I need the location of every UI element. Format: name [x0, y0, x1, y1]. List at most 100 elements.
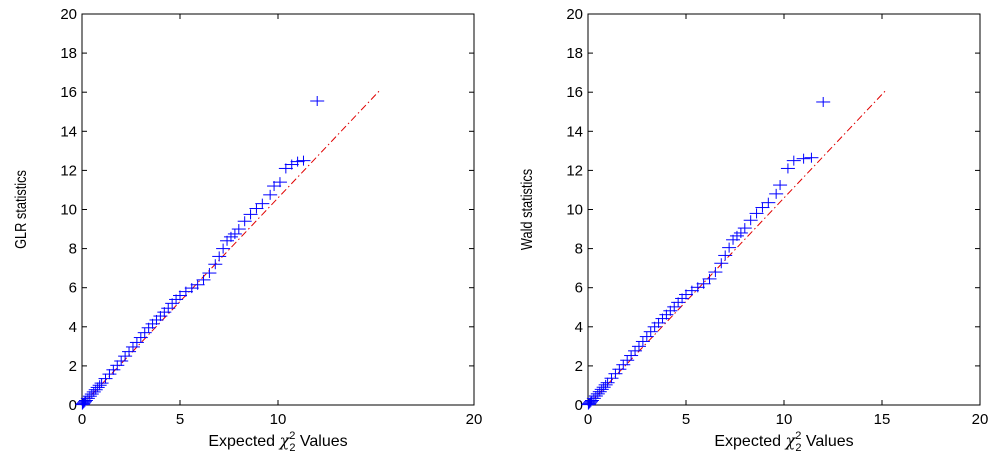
data-point — [596, 382, 611, 393]
data-point — [129, 337, 144, 348]
data-point — [592, 386, 607, 397]
data-point — [816, 96, 831, 107]
data-point — [635, 336, 650, 347]
x-tick-label: 0 — [584, 411, 592, 428]
data-point — [122, 346, 137, 357]
reference-line — [587, 89, 887, 406]
data-point — [278, 163, 293, 174]
y-tick-label: 2 — [69, 358, 77, 375]
data-point — [667, 301, 682, 312]
data-point — [584, 395, 599, 406]
x-tick-label: 5 — [176, 411, 184, 428]
data-point — [86, 386, 101, 397]
data-point — [612, 364, 627, 375]
data-point — [598, 379, 613, 390]
y-tick-label: 4 — [575, 319, 583, 336]
data-point — [249, 203, 264, 214]
data-point — [290, 156, 305, 167]
x-tick-label: 10 — [270, 411, 287, 428]
data-point — [761, 197, 776, 208]
y-tick-label: 14 — [566, 123, 583, 140]
x-tick-label: 20 — [972, 411, 989, 428]
data-point — [90, 382, 105, 393]
data-point — [755, 202, 770, 213]
data-point — [600, 377, 615, 388]
data-point — [582, 397, 597, 408]
data-point — [220, 235, 235, 246]
data-point — [272, 177, 287, 188]
data-point — [145, 318, 160, 329]
data-point — [84, 389, 99, 400]
data-point — [651, 317, 666, 328]
data-point — [679, 289, 693, 300]
x-tick-label: 10 — [776, 411, 793, 428]
x-axis-label-sup: 2 — [795, 430, 801, 442]
y-tick-label: 18 — [60, 45, 77, 62]
data-point — [631, 341, 646, 352]
y-tick-label: 16 — [60, 84, 77, 101]
data-point — [208, 259, 223, 270]
x-axis-label-main: Expected — [208, 433, 279, 450]
data-point — [581, 399, 596, 410]
data-point — [88, 384, 103, 395]
data-point — [310, 95, 325, 106]
data-point — [624, 350, 639, 361]
data-point — [102, 369, 117, 380]
data-point — [202, 268, 217, 279]
data-point — [743, 215, 758, 226]
data-point — [243, 209, 258, 220]
data-point — [726, 234, 741, 245]
data-point — [696, 278, 711, 289]
x-axis-label: Expected χ2 2 Values — [208, 430, 347, 454]
y-tick-label: 0 — [69, 397, 77, 414]
data-point — [749, 208, 764, 219]
data-point — [708, 267, 723, 278]
y-tick-label: 10 — [60, 202, 77, 219]
data-point — [133, 332, 148, 343]
data-point — [76, 397, 91, 408]
x-axis-label-tail: Values — [295, 433, 347, 450]
data-point — [659, 309, 674, 320]
x-axis-label: Expected χ2 2 Values — [714, 430, 853, 454]
data-point — [137, 327, 152, 338]
data-point — [616, 359, 631, 370]
y-tick-label: 8 — [69, 241, 77, 258]
data-point — [296, 155, 311, 166]
data-point — [98, 373, 113, 384]
y-tick-label: 0 — [575, 397, 583, 414]
data-point — [620, 355, 635, 366]
data-point — [190, 279, 205, 290]
data-point — [153, 311, 168, 322]
x-tick-label: 15 — [874, 411, 891, 428]
data-point — [647, 321, 662, 332]
data-point — [161, 303, 176, 314]
data-point — [94, 378, 109, 389]
data-point — [169, 294, 184, 305]
data-point — [110, 360, 125, 371]
y-tick-label: 20 — [60, 6, 77, 23]
data-point — [92, 380, 107, 391]
data-point — [718, 250, 733, 261]
data-point — [196, 274, 211, 285]
data-point — [590, 388, 605, 399]
data-point — [588, 391, 603, 402]
marker-series — [75, 95, 325, 410]
data-point — [675, 293, 690, 304]
data-point — [267, 181, 282, 192]
data-point — [737, 223, 752, 234]
x-axis-label-symbol: χ — [279, 431, 291, 450]
data-point — [639, 331, 654, 342]
data-point — [141, 322, 156, 333]
y-tick-label: 8 — [575, 241, 583, 258]
data-point — [643, 326, 658, 337]
data-point — [655, 313, 670, 324]
data-point — [769, 188, 784, 199]
x-axis-label-sup: 2 — [289, 430, 295, 442]
x-axis-label-main: Expected — [714, 433, 785, 450]
data-point — [75, 399, 90, 410]
data-point — [804, 152, 819, 163]
data-point — [216, 243, 231, 254]
data-point — [78, 395, 93, 406]
